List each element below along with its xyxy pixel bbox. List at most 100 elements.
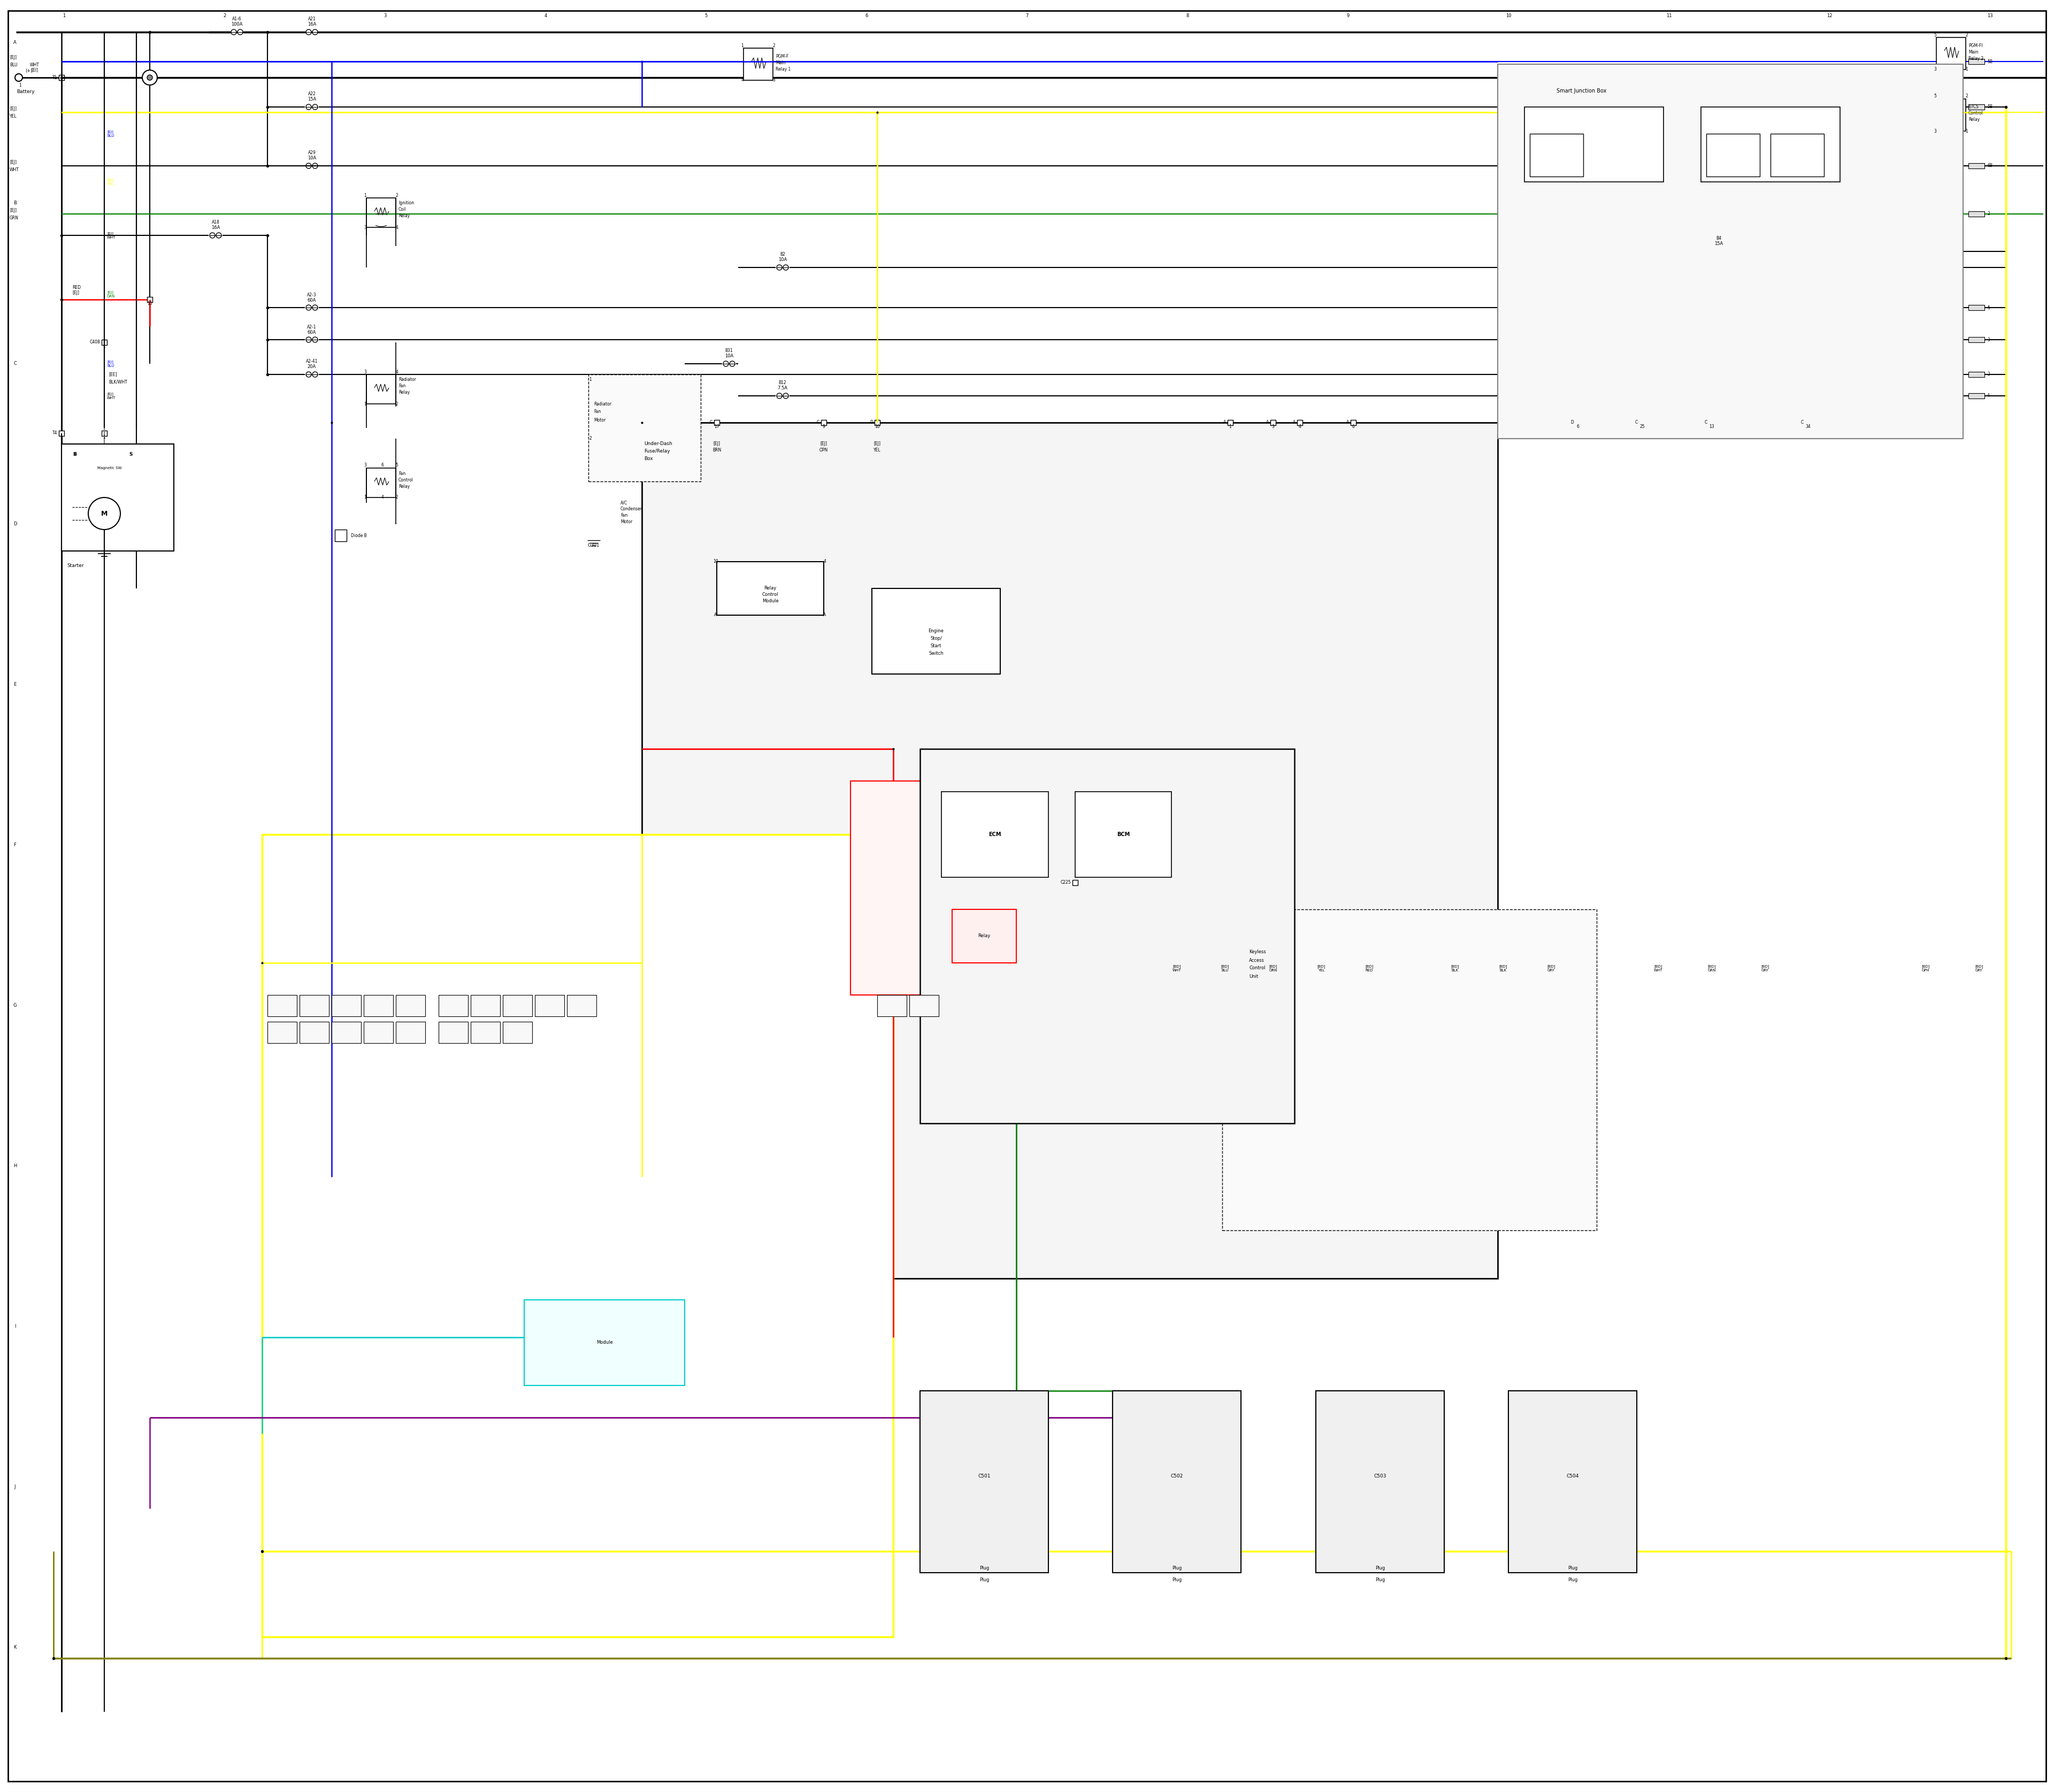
Text: Access: Access (1249, 957, 1265, 962)
Bar (1968, 104, 1984, 109)
Text: [EJ]: [EJ] (72, 290, 80, 296)
Text: A1-6: A1-6 (232, 16, 242, 22)
Text: Plug: Plug (1567, 1577, 1577, 1582)
Text: G: G (12, 1004, 16, 1009)
Text: 3: 3 (364, 462, 366, 468)
Text: 5: 5 (1986, 305, 1990, 310)
Text: Module: Module (762, 599, 778, 604)
Text: [EJ]: [EJ] (10, 56, 16, 61)
Text: 1: 1 (364, 194, 366, 197)
Circle shape (210, 233, 216, 238)
Circle shape (729, 360, 735, 366)
Bar (1968, 305, 1984, 310)
Bar (1222, 909, 1596, 1231)
Circle shape (723, 360, 729, 366)
Text: F: F (14, 842, 16, 848)
Bar (440, 995, 468, 1016)
Text: Control: Control (1249, 966, 1265, 971)
Text: E: E (14, 683, 16, 686)
Text: Relay: Relay (978, 934, 990, 939)
Text: [BD]
GRY: [BD] GRY (1976, 964, 1984, 971)
Bar (877, 995, 906, 1016)
Bar (822, 419, 826, 425)
Bar (941, 792, 1048, 878)
Text: [BD]
WHT: [BD] WHT (1653, 964, 1662, 971)
Text: 3: 3 (1935, 66, 1937, 72)
Text: [BD]
RED: [BD] RED (1366, 964, 1374, 971)
Bar (953, 909, 1017, 962)
Circle shape (312, 29, 318, 34)
Text: 3: 3 (364, 369, 366, 375)
Bar (871, 588, 1000, 674)
Text: A2-3: A2-3 (308, 292, 316, 297)
Bar (641, 423, 1497, 1278)
Text: C504: C504 (1567, 1475, 1580, 1478)
Bar (1968, 211, 1984, 217)
Text: A/C: A/C (620, 500, 629, 505)
Bar (1968, 337, 1984, 342)
Text: A21: A21 (308, 16, 316, 22)
Text: 4: 4 (1298, 425, 1300, 430)
Text: A: A (1224, 419, 1226, 425)
Text: 5B: 5B (1986, 59, 1992, 65)
Circle shape (148, 75, 152, 81)
Text: B: B (74, 452, 76, 457)
Text: [EJ]: [EJ] (10, 208, 16, 213)
Text: 4: 4 (396, 226, 398, 229)
Bar (1497, 65, 1964, 439)
Text: Diode B: Diode B (351, 534, 368, 538)
Text: C502: C502 (1171, 1475, 1183, 1478)
Text: Motor: Motor (620, 520, 633, 525)
Text: B: B (74, 452, 76, 457)
Text: Fan: Fan (398, 471, 405, 477)
Text: 10: 10 (875, 425, 879, 430)
Bar (850, 781, 967, 995)
Bar (366, 197, 396, 228)
Text: Plug: Plug (980, 1577, 990, 1582)
Text: Fan: Fan (398, 383, 405, 389)
Circle shape (306, 29, 312, 34)
Text: 3: 3 (1986, 337, 1990, 342)
Text: A: A (715, 613, 717, 618)
Bar (335, 530, 347, 541)
Text: 3: 3 (364, 226, 366, 229)
Text: T4: T4 (51, 430, 58, 435)
Text: [EJ]
WHT: [EJ] WHT (107, 231, 115, 238)
Text: C503: C503 (1374, 1475, 1386, 1478)
Text: 7: 7 (1025, 14, 1029, 18)
Bar (534, 995, 565, 1016)
Text: 10A: 10A (778, 258, 787, 262)
Text: 10A: 10A (308, 156, 316, 161)
Text: 2: 2 (396, 194, 398, 197)
Text: Relay: Relay (398, 484, 411, 489)
Text: 10: 10 (713, 559, 719, 564)
Text: 5: 5 (705, 14, 707, 18)
Text: Relay: Relay (764, 586, 776, 591)
Text: C408: C408 (90, 340, 101, 344)
Text: 13: 13 (1986, 14, 1992, 18)
Text: [BD]
GRY: [BD] GRY (1760, 964, 1768, 971)
Text: A2-1: A2-1 (308, 324, 316, 330)
Text: Magnetic SW: Magnetic SW (97, 466, 121, 470)
Bar (300, 1021, 329, 1043)
Text: Module: Module (596, 1340, 612, 1346)
Text: 5: 5 (1935, 32, 1937, 38)
Text: 2: 2 (772, 43, 774, 48)
Bar (148, 297, 152, 303)
Text: 4: 4 (396, 369, 398, 375)
Text: C: C (1705, 419, 1707, 425)
Circle shape (230, 29, 236, 34)
Text: Fuse/Relay: Fuse/Relay (645, 450, 670, 453)
Bar (1524, 108, 1664, 181)
Text: Plug: Plug (1374, 1566, 1384, 1572)
Text: [BD]
BLK: [BD] BLK (1499, 964, 1508, 971)
Text: M: M (101, 511, 107, 518)
Bar (1937, 38, 1966, 70)
Text: Motor: Motor (594, 418, 606, 423)
Text: 1: 1 (1966, 129, 1968, 133)
Text: 17: 17 (715, 425, 719, 430)
Text: Relay: Relay (398, 391, 411, 394)
Text: 10: 10 (1506, 14, 1512, 18)
Text: (+): (+) (25, 68, 33, 73)
Text: 2: 2 (224, 14, 226, 18)
